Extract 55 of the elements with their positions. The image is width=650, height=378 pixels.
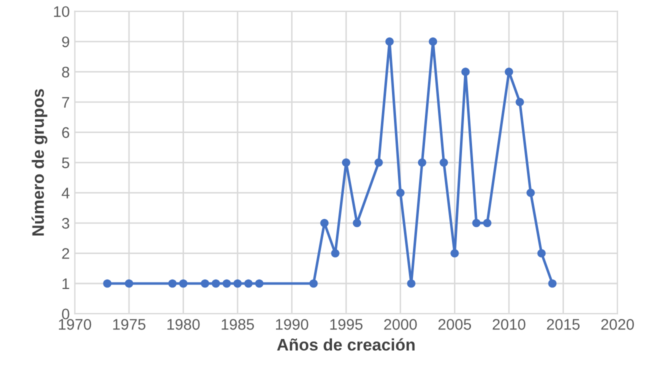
- point: [244, 279, 253, 288]
- point: [461, 68, 470, 76]
- point: [526, 188, 535, 197]
- y-tick-label: 1: [62, 278, 70, 290]
- point: [309, 279, 318, 288]
- x-tick-label: 2005: [438, 319, 472, 330]
- point: [483, 218, 492, 228]
- x-tick-label: 2020: [601, 319, 634, 330]
- x-axis-title: Años de creación: [277, 338, 415, 351]
- point: [440, 158, 448, 167]
- y-tick-label: 5: [62, 158, 70, 168]
- x-tick-label: 1975: [113, 319, 146, 330]
- point: [504, 68, 514, 76]
- point: [537, 249, 546, 258]
- point: [548, 279, 557, 288]
- point: [233, 279, 242, 288]
- y-tick-label: 9: [62, 36, 70, 48]
- point: [103, 279, 112, 288]
- point: [179, 279, 188, 288]
- x-tick-label: 1980: [167, 319, 200, 330]
- point: [418, 158, 426, 167]
- point: [222, 279, 231, 288]
- x-tick-label: 1970: [58, 319, 92, 330]
- y-tick-label: 0: [62, 308, 70, 320]
- x-tick-label: 1990: [276, 319, 308, 330]
- x-tick-label: 2015: [547, 319, 580, 330]
- x-tick-label: 2010: [492, 319, 526, 330]
- point: [407, 279, 416, 288]
- y-tick-label: 8: [62, 66, 70, 78]
- point: [428, 37, 438, 46]
- point: [331, 249, 340, 258]
- y-tick-label: 4: [62, 188, 70, 198]
- point: [396, 188, 405, 197]
- y-tick-label: 7: [62, 97, 70, 108]
- x-tick-label: 1985: [222, 319, 254, 330]
- point: [352, 218, 362, 228]
- point: [200, 279, 210, 288]
- point: [124, 279, 134, 288]
- y-tick-label: 6: [62, 127, 70, 138]
- point: [342, 158, 350, 167]
- point: [385, 37, 394, 46]
- y-tick-label: 2: [62, 248, 70, 259]
- point: [212, 279, 220, 288]
- point: [450, 249, 459, 258]
- x-tick-label: 2000: [384, 319, 417, 330]
- point: [320, 218, 329, 228]
- y-tick-label: 10: [54, 6, 70, 18]
- point: [255, 279, 264, 288]
- y-axis-title: Número de grupos: [32, 89, 48, 236]
- y-tick-label: 3: [62, 218, 70, 229]
- point: [168, 279, 177, 288]
- x-tick-label: 1995: [330, 319, 362, 330]
- point: [374, 158, 383, 167]
- point: [472, 218, 481, 228]
- point: [516, 98, 524, 106]
